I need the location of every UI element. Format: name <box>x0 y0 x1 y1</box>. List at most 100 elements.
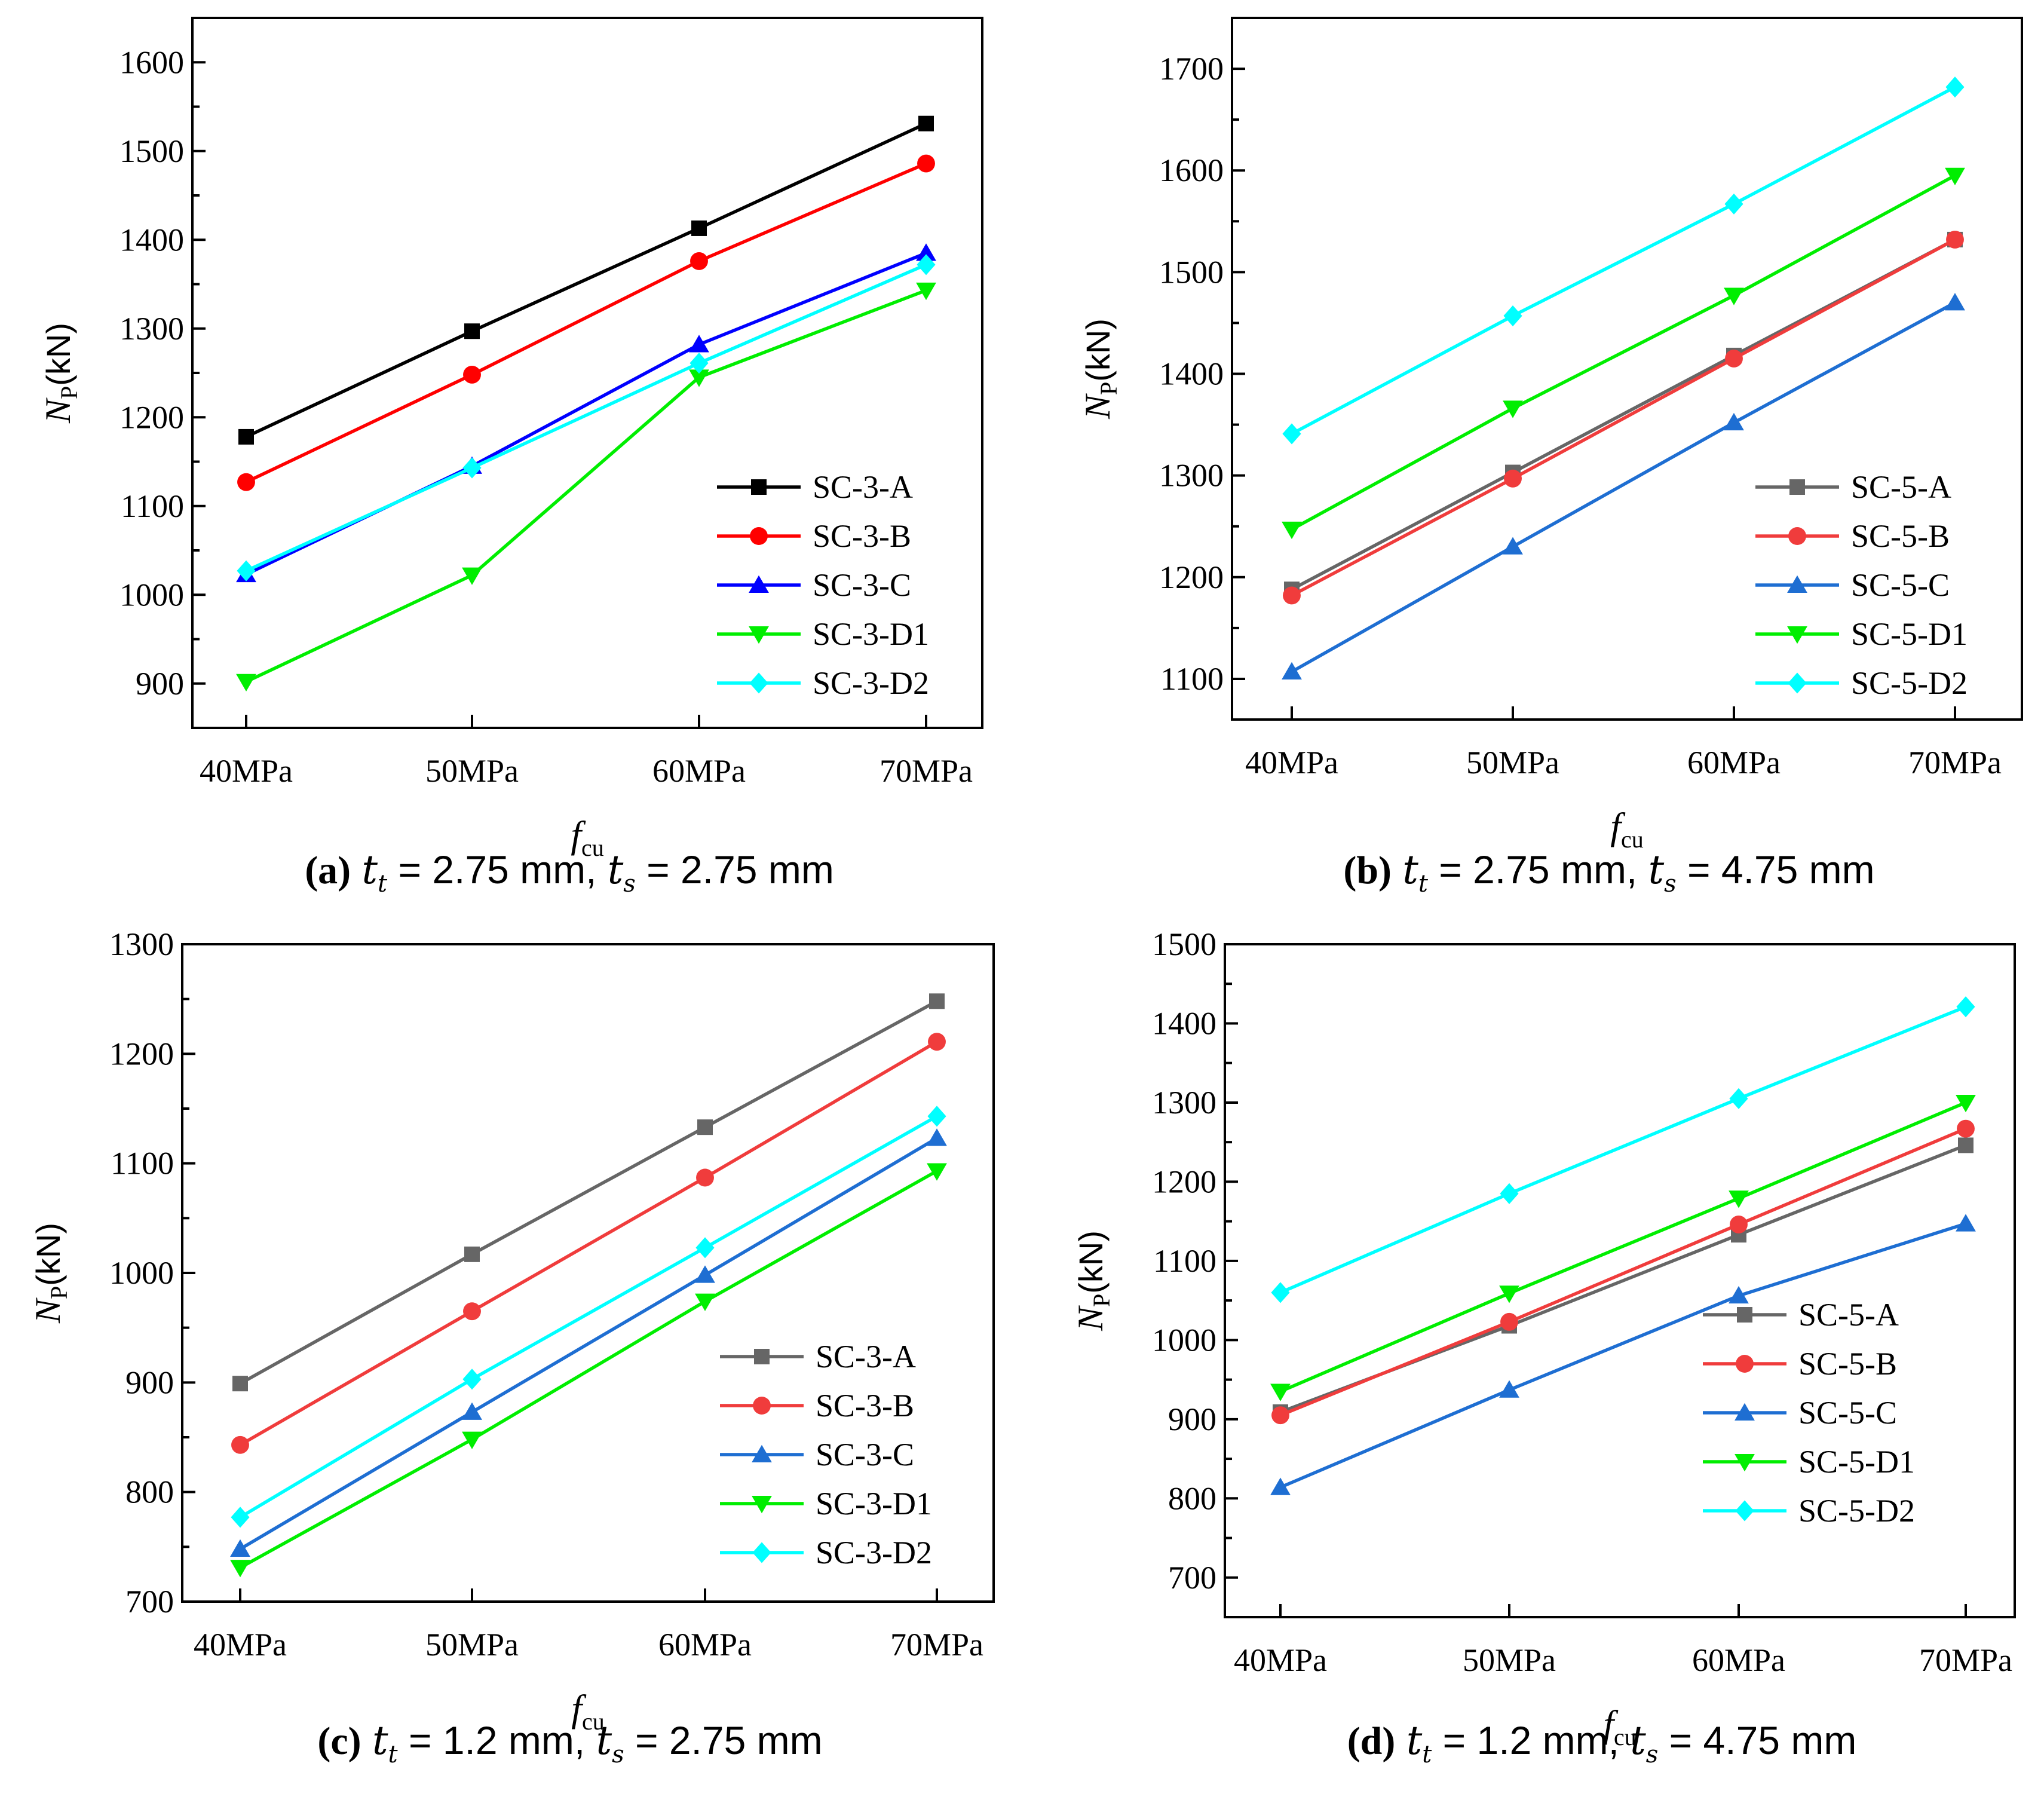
x-tick-label: 50MPa <box>1463 1642 1556 1678</box>
legend-label: SC-5-D1 <box>1851 616 1968 652</box>
data-point-SC-3-C-70MPa <box>927 1128 947 1146</box>
legend-label: SC-5-C <box>1851 567 1950 603</box>
legend-marker <box>754 1349 770 1364</box>
y-tick-label: 900 <box>1168 1401 1216 1437</box>
data-point-SC-5-D1-70MPa <box>1945 167 1965 185</box>
data-point-SC-3-D2-70MPa <box>927 1106 946 1127</box>
x-tick-label: 60MPa <box>1687 745 1781 780</box>
y-tick-label: 1400 <box>119 222 184 258</box>
legend-marker <box>752 1542 771 1563</box>
data-point-SC-3-D2-40MPa <box>231 1507 250 1528</box>
chart-panel-b: 1100 1200 1300 1400 1500 1600 1700 40MPa 50MPa 60… <box>1078 17 2023 898</box>
legend-label: SC-3-D2 <box>813 665 929 701</box>
data-point-SC-3-D1-60MPa <box>689 369 709 387</box>
data-point-SC-5-B-50MPa <box>1504 469 1522 488</box>
series-line <box>239 1115 938 1519</box>
legend-marker <box>1737 1307 1752 1323</box>
data-point-SC-5-D1-50MPa <box>1499 1285 1519 1303</box>
data-point-SC-5-D1-60MPa <box>1729 1190 1749 1208</box>
x-tick-label: 60MPa <box>652 753 746 789</box>
y-tick-label: 1700 <box>1159 51 1224 87</box>
y-tick-label: 1200 <box>109 1036 174 1072</box>
y-tick-label: 1200 <box>1159 559 1224 595</box>
x-tick-label: 60MPa <box>1692 1642 1785 1678</box>
series-line <box>1279 1005 1967 1294</box>
y-tick-label: 1500 <box>119 133 184 169</box>
y-tick-label: 1300 <box>1152 1085 1216 1121</box>
data-point-SC-5-D1-70MPa <box>1956 1094 1976 1113</box>
x-tick-label: 70MPa <box>890 1627 983 1663</box>
series-SC-3-A <box>232 993 945 1392</box>
series-SC-5-D1 <box>1270 1094 1976 1401</box>
data-point-SC-5-C-60MPa <box>1729 1285 1749 1304</box>
data-point-SC-5-B-70MPa <box>1957 1119 1975 1138</box>
data-point-SC-5-A-70MPa <box>1958 1137 1973 1153</box>
legend-label: SC-3-B <box>813 518 911 554</box>
series-SC-3-D1 <box>236 282 936 692</box>
data-point-SC-3-D2-60MPa <box>695 1237 715 1259</box>
legend-marker <box>1736 1355 1754 1373</box>
data-point-SC-5-D1-50MPa <box>1503 400 1523 418</box>
chart-panel-a: 900 1000 1100 1200 1300 1400 1500 1600 40MPa 50MP… <box>38 17 983 898</box>
x-tick-label: 40MPa <box>194 1627 287 1663</box>
y-tick-label: 1500 <box>1159 254 1224 290</box>
legend-label: SC-5-B <box>1798 1346 1897 1382</box>
series-SC-5-B <box>1271 1119 1975 1425</box>
data-point-SC-3-D1-40MPa <box>236 674 256 692</box>
data-point-SC-3-D1-60MPa <box>695 1293 715 1311</box>
legend-marker <box>752 1496 772 1514</box>
data-point-SC-3-C-60MPa <box>695 1265 715 1283</box>
data-point-SC-5-D2-60MPa <box>1729 1088 1748 1109</box>
legend-marker <box>749 672 768 694</box>
series-SC-3-D2 <box>231 1106 946 1528</box>
panel-caption: (d) tt = 1.2 mm, ts = 4.75 mm <box>1347 1718 1857 1768</box>
data-point-SC-5-C-50MPa <box>1499 1380 1519 1398</box>
legend-marker <box>749 626 769 644</box>
y-tick-label: 1100 <box>121 488 184 524</box>
series-SC-3-C <box>230 1128 947 1557</box>
data-point-SC-3-B-60MPa <box>696 1168 714 1187</box>
data-point-SC-3-A-70MPa <box>918 115 934 131</box>
chart-panel-c: 700 800 900 1000 1100 1200 1300 40MPa 50MPa 60MPa… <box>28 926 995 1768</box>
legend-label: SC-3-A <box>816 1339 916 1375</box>
data-point-SC-3-B-40MPa <box>231 1435 249 1454</box>
legend-marker <box>752 1444 772 1462</box>
y-tick-label: 900 <box>136 666 184 702</box>
x-axis-title: fcu <box>1610 805 1644 853</box>
panel-caption: (a) tt = 2.75 mm, ts = 2.75 mm <box>305 847 834 898</box>
y-tick-label: 1100 <box>1160 661 1224 697</box>
series-SC-5-C <box>1270 1214 1976 1495</box>
data-point-SC-3-B-50MPa <box>463 1302 481 1321</box>
x-tick-label: 50MPa <box>1466 745 1559 780</box>
y-tick-label: 800 <box>1168 1480 1216 1516</box>
legend-label: SC-3-D1 <box>813 616 929 652</box>
data-point-SC-3-C-70MPa <box>916 243 936 261</box>
y-tick-label: 1400 <box>1152 1005 1216 1041</box>
y-tick-label: 800 <box>125 1474 174 1510</box>
data-point-SC-5-D1-40MPa <box>1270 1383 1291 1401</box>
chart-panel-d: 700 800 900 1000 1100 1200 1300 1400 1500 40MPa 50… <box>1071 926 2016 1768</box>
data-point-SC-5-D2-50MPa <box>1500 1183 1519 1204</box>
series-line <box>245 289 927 684</box>
legend-label: SC-5-A <box>1851 469 1951 505</box>
series-SC-3-A <box>238 115 934 445</box>
legend-label: SC-3-A <box>813 469 913 505</box>
data-point-SC-3-B-70MPa <box>917 154 935 173</box>
x-tick-label: 70MPa <box>1919 1642 2012 1678</box>
legend-label: SC-5-A <box>1798 1297 1899 1333</box>
series-line <box>245 122 927 439</box>
series-SC-3-B <box>237 154 935 491</box>
data-point-SC-5-D2-50MPa <box>1503 305 1522 327</box>
legend-marker <box>1787 575 1807 593</box>
y-axis-title: NP(kN) <box>38 323 82 424</box>
data-point-SC-3-D1-50MPa <box>462 1431 482 1449</box>
data-point-SC-5-C-40MPa <box>1282 662 1302 680</box>
series-line <box>239 999 938 1385</box>
legend-label: SC-3-D1 <box>816 1486 932 1522</box>
legend-marker <box>1788 527 1806 545</box>
series-SC-5-B <box>1283 230 1964 605</box>
data-point-SC-3-D2-40MPa <box>237 560 256 581</box>
panel-caption: (c) tt = 1.2 mm, ts = 2.75 mm <box>317 1718 822 1768</box>
data-point-SC-3-B-40MPa <box>237 473 255 491</box>
y-tick-label: 1200 <box>119 399 184 435</box>
